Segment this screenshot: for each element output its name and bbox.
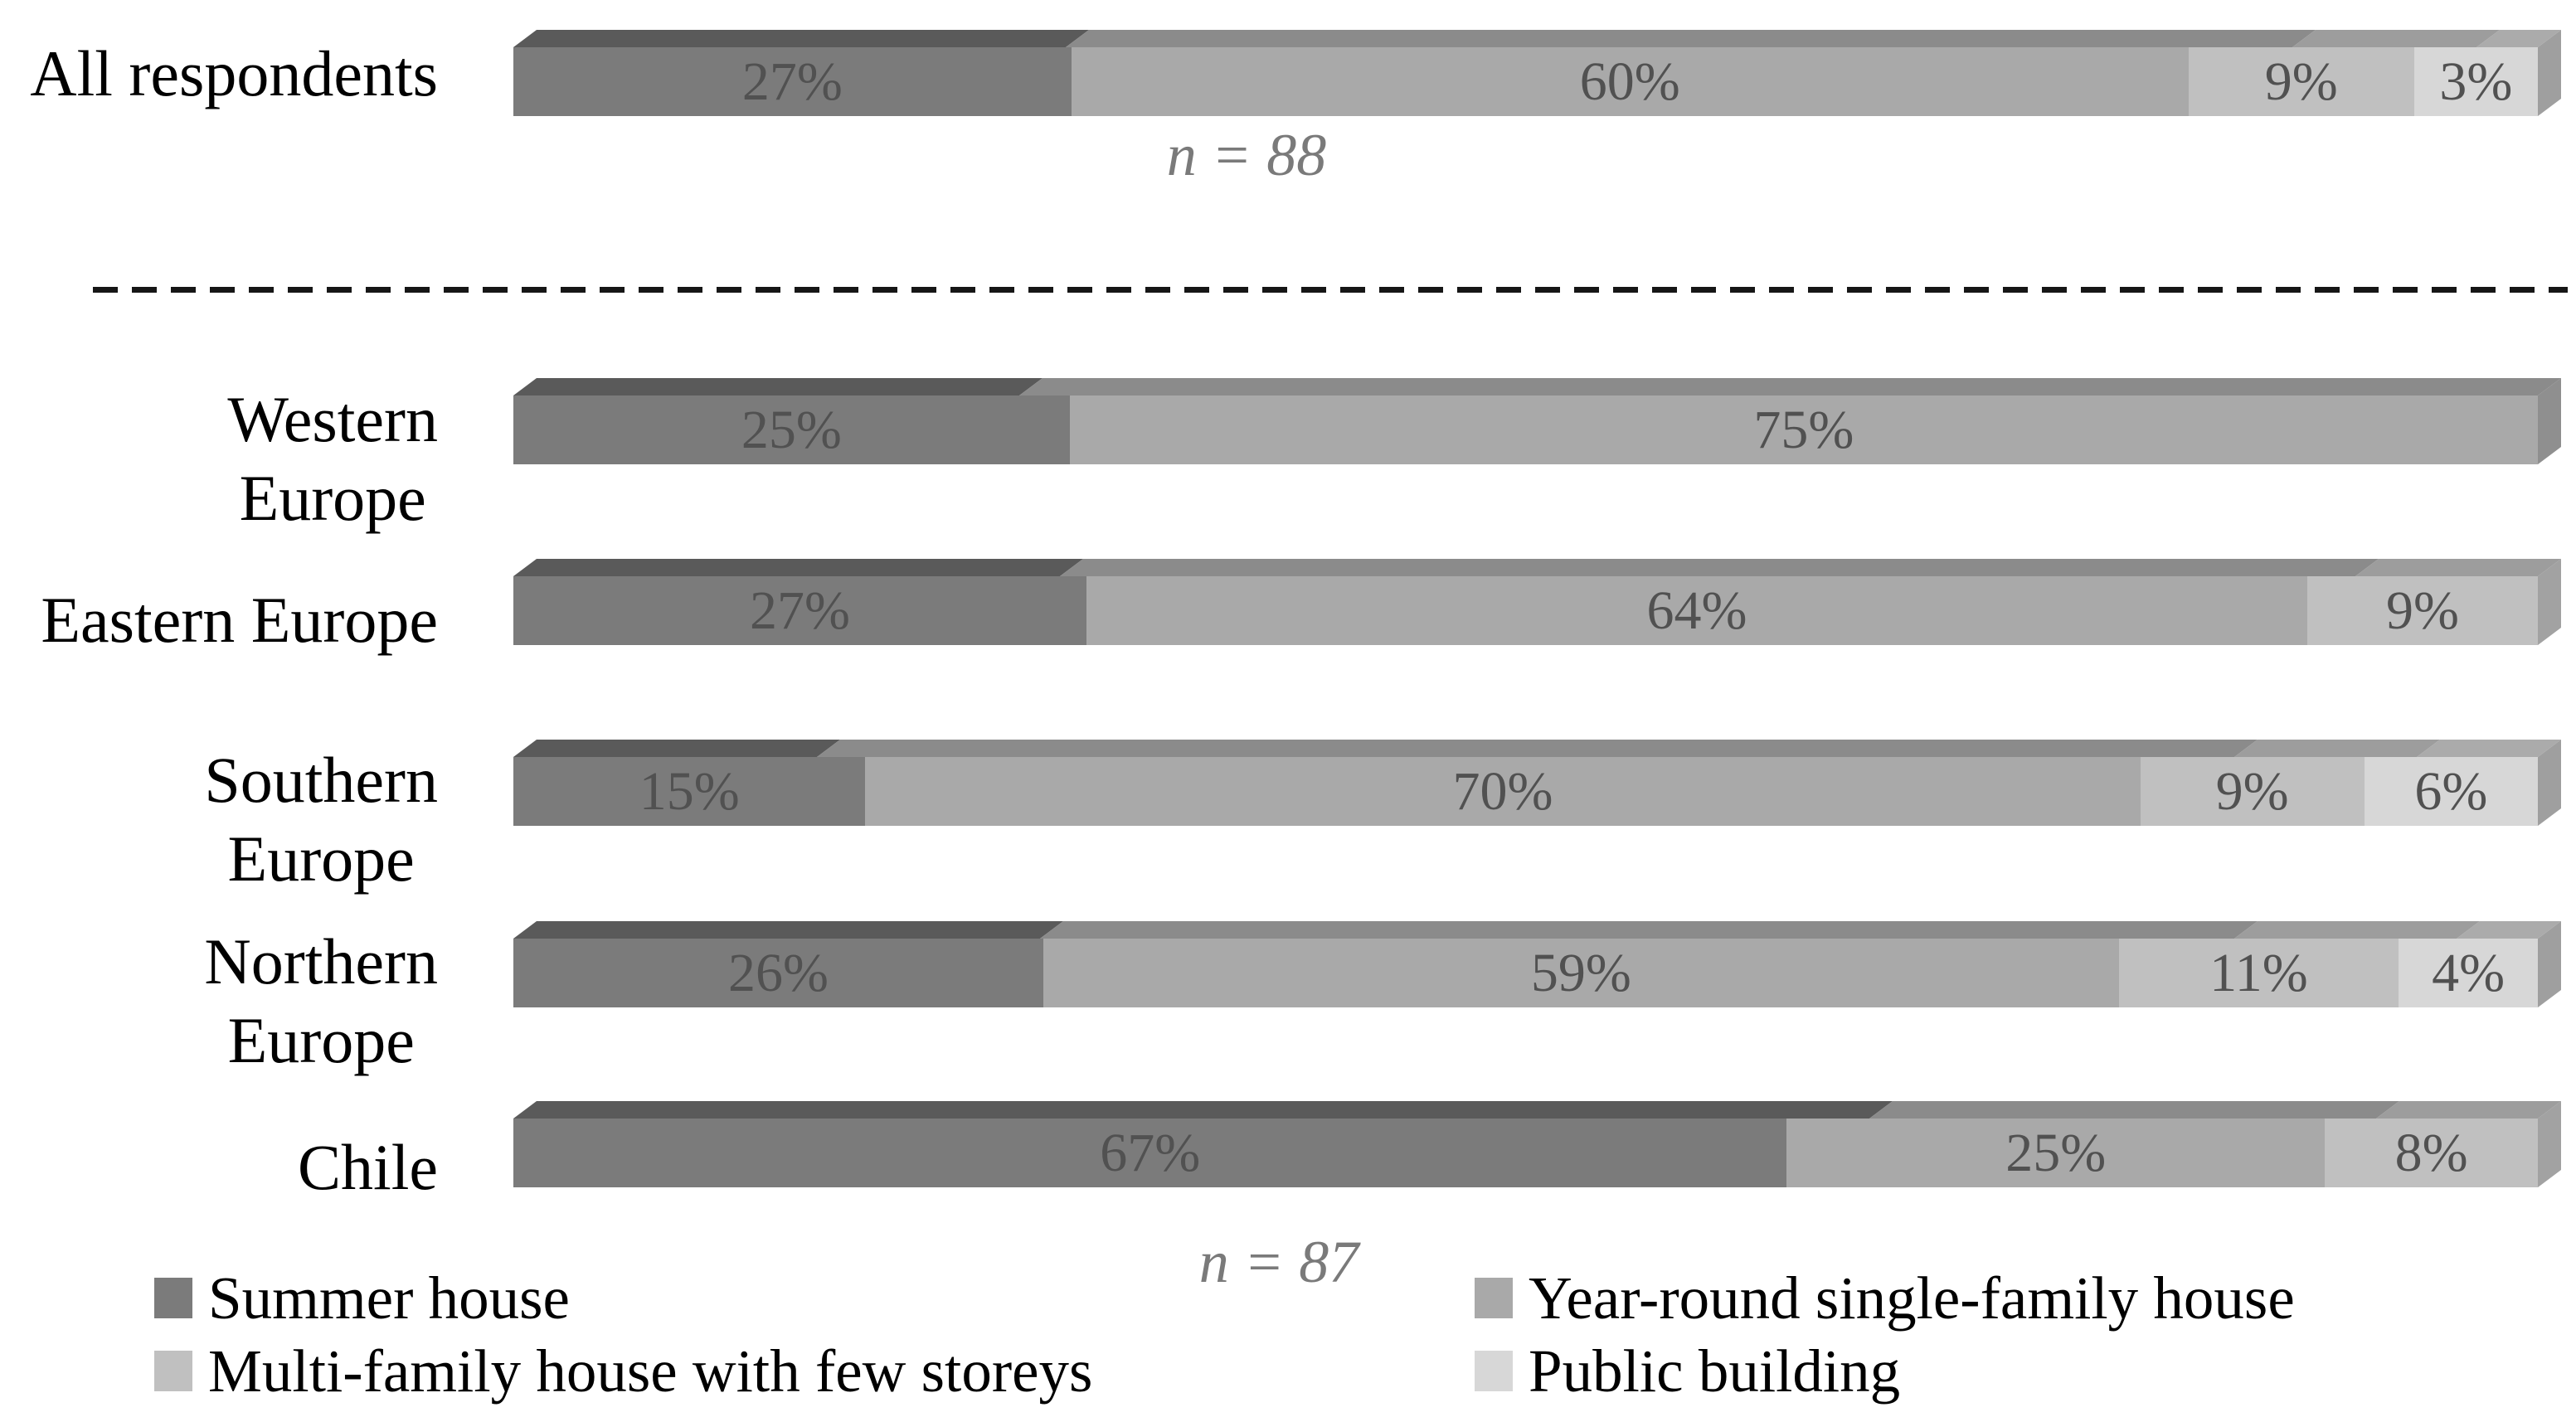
bar-top-bevel xyxy=(513,30,2561,47)
segment-top-bevel xyxy=(1039,921,2258,939)
legend-swatch-year-round-house xyxy=(1475,1277,1513,1318)
category-label: Southern Europe xyxy=(204,744,438,895)
segment-top-bevel xyxy=(1065,30,2316,47)
bar-top-bevel xyxy=(513,740,2561,757)
bar-segment: 9% xyxy=(2188,47,2414,116)
legend-label-multi-family-house: Multi-family house with few storeys xyxy=(208,1337,1093,1405)
group-divider-dashed-line xyxy=(93,287,2568,293)
bar-northern-europe: 26% 59% 11% 4% xyxy=(513,921,2561,1007)
bar-face-row: 26% 59% 11% 4% xyxy=(513,939,2538,1007)
bar-face-row: 15% 70% 9% 6% xyxy=(513,757,2538,826)
bar-segment: 9% xyxy=(2307,576,2538,645)
segment-value-label: 27% xyxy=(741,51,843,112)
segment-top-bevel xyxy=(1060,559,2379,576)
segment-value-label: 25% xyxy=(2005,1122,2107,1183)
segment-value-label: 4% xyxy=(2432,942,2506,1003)
legend-item-year-round-house: Year-round single-family house xyxy=(1475,1268,2295,1328)
bar-segment: 25% xyxy=(1786,1119,2326,1187)
segment-value-label: 60% xyxy=(1579,51,1680,112)
segment-top-bevel xyxy=(2375,1101,2561,1119)
bar-segment: 27% xyxy=(513,576,1086,645)
segment-value-label: 64% xyxy=(1646,580,1747,641)
bar-segment: 27% xyxy=(513,47,1072,116)
bar-segment: 25% xyxy=(513,395,1070,464)
segment-value-label: 3% xyxy=(2439,51,2513,112)
legend-item-public-building: Public building xyxy=(1475,1341,1900,1401)
segment-top-bevel xyxy=(1019,378,2561,395)
segment-value-label: 75% xyxy=(1753,399,1854,460)
bar-segment: 8% xyxy=(2325,1119,2539,1187)
segment-value-label: 11% xyxy=(2209,942,2308,1003)
segment-top-bevel xyxy=(2233,921,2481,939)
category-label: All respondents xyxy=(30,37,438,109)
category-label: Northern Europe xyxy=(204,925,438,1076)
bar-top-bevel xyxy=(513,1101,2561,1119)
bar-southern-europe: 15% 70% 9% 6% xyxy=(513,740,2561,826)
legend-swatch-summer-house xyxy=(154,1277,192,1318)
bar-face-row: 27% 60% 9% 3% xyxy=(513,47,2539,116)
bar-all-respondents: 27% 60% 9% 3% xyxy=(513,30,2561,116)
segment-value-label: 70% xyxy=(1452,760,1553,822)
category-label: Western Europe xyxy=(227,383,438,534)
bar-eastern-europe: 27% 64% 9% xyxy=(513,559,2561,645)
bar-segment: 67% xyxy=(513,1119,1787,1187)
segment-value-label: 8% xyxy=(2394,1122,2468,1183)
bar-top-bevel xyxy=(513,559,2561,576)
segment-value-label: 15% xyxy=(639,760,740,822)
bar-face-row: 25% 75% xyxy=(513,395,2539,464)
segment-top-bevel xyxy=(817,740,2258,757)
bar-segment: 6% xyxy=(2364,757,2538,826)
segment-value-label: 67% xyxy=(1100,1122,1201,1183)
bar-top-bevel xyxy=(513,921,2561,939)
bar-segment: 3% xyxy=(2413,47,2539,116)
bar-face-row: 67% 25% 8% xyxy=(513,1119,2539,1187)
segment-value-label: 59% xyxy=(1530,942,1631,1003)
segment-value-label: 9% xyxy=(2215,760,2289,822)
bar-face-row: 27% 64% 9% xyxy=(513,576,2538,645)
segment-value-label: 6% xyxy=(2414,760,2488,822)
segment-top-bevel xyxy=(1869,1101,2399,1119)
bar-chile: 67% 25% 8% xyxy=(513,1101,2561,1187)
bar-segment: 64% xyxy=(1086,576,2308,645)
segment-top-bevel xyxy=(2416,740,2561,757)
bar-top-bevel xyxy=(513,378,2561,395)
sample-size-top: n = 88 xyxy=(1166,122,1327,188)
segment-top-bevel xyxy=(513,378,1043,395)
bar-segment: 4% xyxy=(2399,939,2538,1007)
segment-top-bevel xyxy=(513,740,841,757)
bar-segment: 60% xyxy=(1071,47,2189,116)
bar-segment: 59% xyxy=(1043,939,2119,1007)
segment-top-bevel xyxy=(513,1101,1893,1119)
segment-value-label: 27% xyxy=(749,580,850,641)
segment-top-bevel xyxy=(513,921,1063,939)
segment-top-bevel xyxy=(2233,740,2440,757)
bar-segment: 9% xyxy=(2140,757,2365,826)
legend-label-summer-house: Summer house xyxy=(208,1264,570,1332)
legend-label-public-building: Public building xyxy=(1529,1337,1901,1405)
sample-size-bottom: n = 87 xyxy=(1198,1229,1359,1295)
segment-value-label: 25% xyxy=(741,399,842,460)
legend-item-multi-family-house: Multi-family house with few storeys xyxy=(154,1341,1092,1401)
bar-segment: 11% xyxy=(2118,939,2399,1007)
bar-segment: 75% xyxy=(1069,395,2539,464)
legend-swatch-public-building xyxy=(1475,1350,1513,1391)
category-label: Eastern Europe xyxy=(41,584,438,656)
segment-value-label: 9% xyxy=(2264,51,2338,112)
segment-top-bevel xyxy=(2292,30,2501,47)
legend-swatch-multi-family-house xyxy=(154,1350,192,1391)
segment-value-label: 26% xyxy=(728,942,829,1003)
bar-segment: 70% xyxy=(865,757,2141,826)
segment-top-bevel xyxy=(2355,559,2561,576)
bar-western-europe: 25% 75% xyxy=(513,378,2561,464)
segment-top-bevel xyxy=(513,559,1084,576)
bar-segment: 15% xyxy=(513,757,866,826)
legend-label-year-round-house: Year-round single-family house xyxy=(1529,1264,2295,1332)
segment-top-bevel xyxy=(513,30,1089,47)
segment-value-label: 9% xyxy=(2386,580,2459,641)
category-label: Chile xyxy=(298,1131,438,1203)
legend-item-summer-house: Summer house xyxy=(154,1268,570,1328)
bar-segment: 26% xyxy=(513,939,1044,1007)
